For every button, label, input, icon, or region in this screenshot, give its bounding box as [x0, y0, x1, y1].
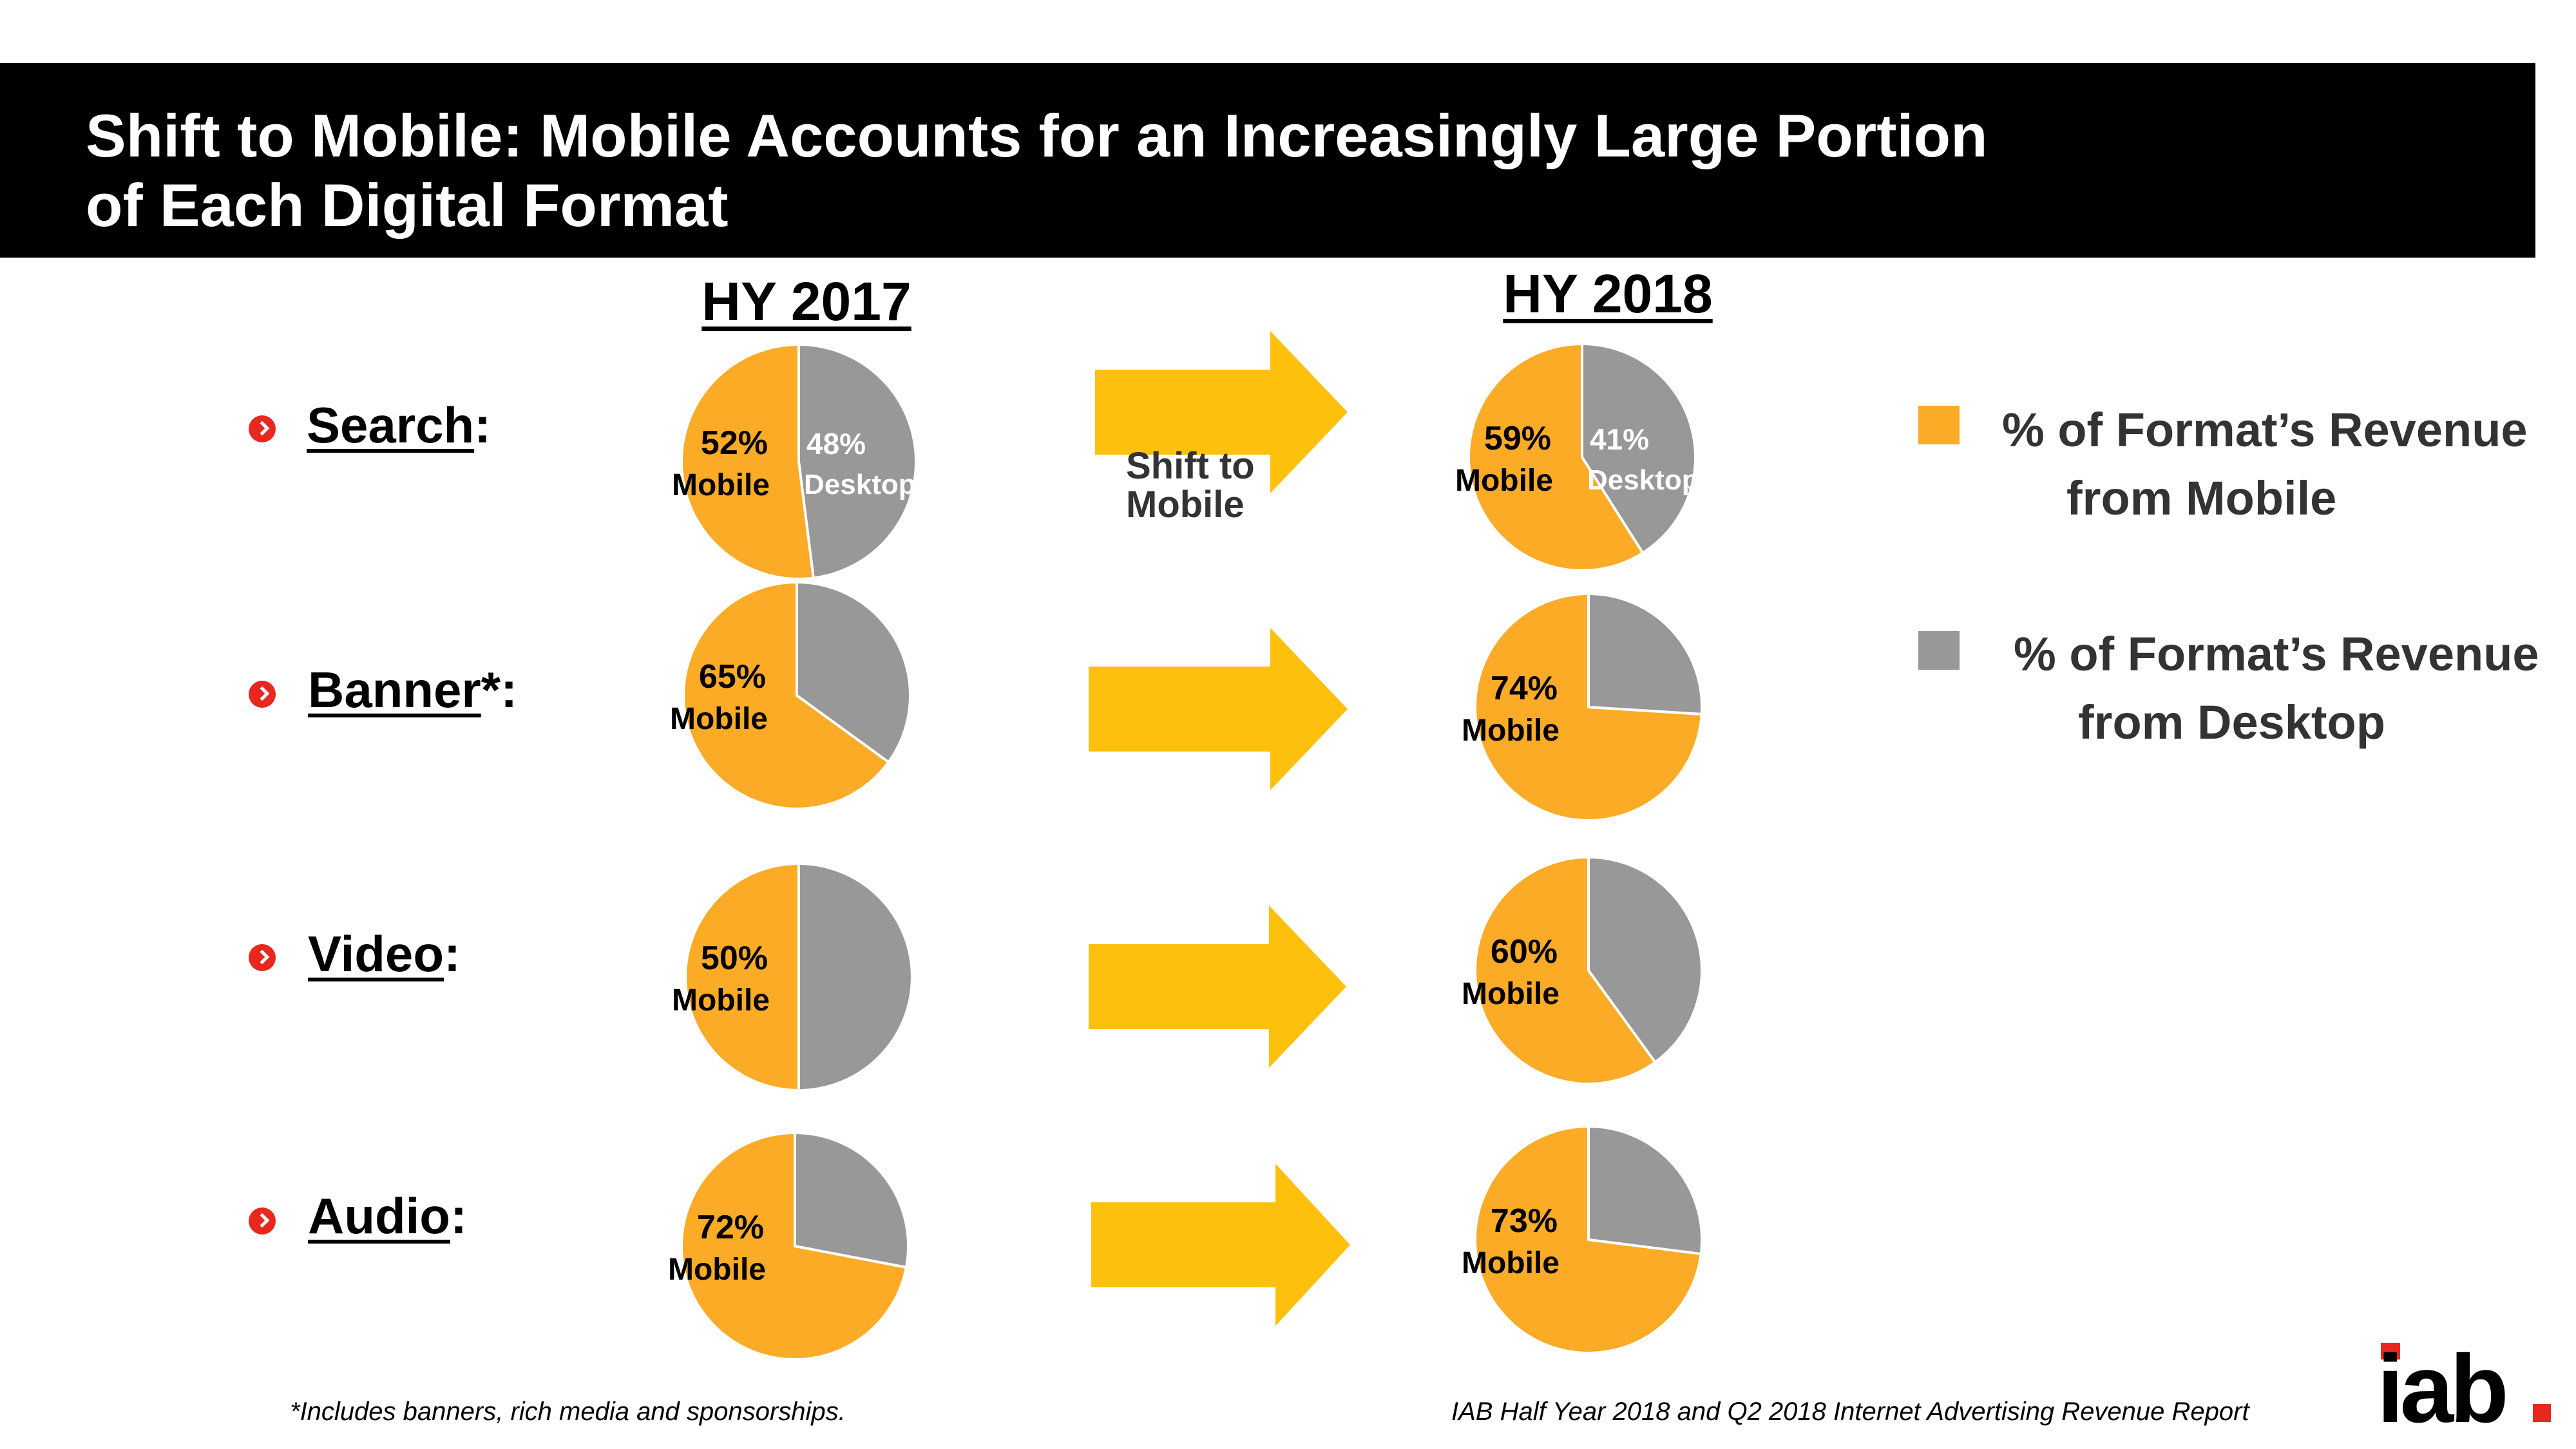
title-bar: Shift to Mobile: Mobile Accounts for an …	[0, 63, 2535, 258]
pie-slice-desktop	[1587, 592, 1703, 716]
legend-swatch-desktop	[1918, 631, 1960, 670]
pie-label-mobile-pct: 74%	[1491, 670, 1558, 707]
pie-slice-mobile	[1474, 592, 1703, 822]
pie-slice-desktop	[796, 580, 911, 764]
row-label-video: Video:	[308, 925, 461, 982]
pie-slice-mobile	[680, 343, 816, 580]
row-label-banner: Banner*:	[308, 661, 518, 718]
pie-label-mobile: Mobile	[670, 702, 768, 736]
pie-banner-hy2018: 74% Mobile	[1462, 592, 1703, 822]
legend-swatch-mobile	[1918, 406, 1960, 444]
pie-label-desktop-pct: 48%	[806, 427, 866, 460]
legend-desktop-line-1: % of Format’s Revenue	[2014, 627, 2539, 681]
bullet-icon	[249, 944, 276, 971]
pie-label-mobile: Mobile	[1455, 464, 1553, 498]
pie-slice-desktop	[1587, 855, 1703, 1065]
pie-label-desktop: Desktop	[1587, 464, 1699, 496]
arrow-label-line-1: Shift to	[1126, 445, 1255, 487]
slide-title-line-2: of Each Digital Format	[86, 171, 729, 239]
pie-slice-desktop	[797, 343, 917, 580]
row-label-search: Search:	[307, 397, 491, 453]
pie-banner-hy2017: 65% Mobile	[670, 580, 911, 810]
arrow-label-line-2: Mobile	[1126, 484, 1245, 526]
shift-arrow-search	[1095, 331, 1348, 493]
shift-arrow-video	[1089, 905, 1346, 1068]
pie-label-mobile-pct: 72%	[697, 1209, 764, 1246]
pie-slice-desktop	[1587, 1124, 1703, 1256]
pie-label-mobile: Mobile	[668, 1253, 766, 1287]
bullet-icon	[249, 1208, 276, 1235]
bullet-icon	[249, 681, 276, 708]
pie-label-mobile: Mobile	[1462, 714, 1560, 748]
legend-desktop-line-2: from Desktop	[2078, 696, 2385, 749]
pie-slice-mobile	[680, 1131, 908, 1361]
legend-mobile-line-2: from Mobile	[2066, 471, 2337, 525]
pie-label-desktop-pct: 41%	[1590, 422, 1649, 456]
pie-label-mobile: Mobile	[672, 468, 770, 502]
pie-label-mobile-pct: 60%	[1491, 933, 1558, 971]
bullet-icon	[249, 415, 276, 442]
pie-slice-mobile	[1467, 342, 1645, 572]
legend-mobile-line-1: % of Format’s Revenue	[2002, 403, 2528, 457]
pie-label-mobile: Mobile	[672, 983, 770, 1018]
pie-audio-hy2018: 73% Mobile	[1462, 1124, 1703, 1354]
column-header-hy2018: HY 2018	[1503, 263, 1713, 324]
pie-slice-mobile	[1474, 855, 1657, 1085]
column-header-hy2017: HY 2017	[701, 271, 911, 332]
pie-slice-desktop	[794, 1131, 910, 1269]
pie-search-hy2018: 59% Mobile 41% Desktop	[1455, 342, 1699, 572]
pie-label-mobile-pct: 59%	[1484, 420, 1551, 457]
pie-label-mobile-pct: 73%	[1491, 1202, 1558, 1240]
pie-label-mobile-pct: 65%	[699, 658, 766, 696]
pie-slice-mobile	[684, 862, 800, 1092]
pie-label-mobile-pct: 50%	[701, 940, 768, 977]
pie-slice-mobile	[1474, 1124, 1703, 1354]
svg-text:iab: iab	[2377, 1340, 2505, 1430]
shift-arrow-banner	[1089, 628, 1348, 790]
pie-slice-desktop	[797, 862, 913, 1092]
footnote: *Includes banners, rich media and sponso…	[290, 1397, 846, 1426]
pie-label-desktop: Desktop	[804, 469, 916, 500]
shift-arrow-audio	[1091, 1164, 1350, 1326]
pie-slice-mobile	[682, 580, 891, 810]
pie-video-hy2017: 50% Mobile	[672, 862, 913, 1092]
pie-search-hy2017: 52% Mobile 48% Desktop	[672, 343, 917, 580]
row-label-audio: Audio:	[308, 1188, 467, 1244]
pie-audio-hy2017: 72% Mobile	[668, 1131, 910, 1361]
pie-label-mobile-pct: 52%	[701, 424, 768, 462]
pie-video-hy2018: 60% Mobile	[1462, 855, 1703, 1085]
source-note: IAB Half Year 2018 and Q2 2018 Internet …	[1451, 1397, 2249, 1426]
pie-label-mobile: Mobile	[1462, 1246, 1560, 1280]
pie-label-mobile: Mobile	[1462, 977, 1560, 1011]
slide-title-line-1: Shift to Mobile: Mobile Accounts for an …	[86, 102, 1988, 169]
iab-logo: iab	[2377, 1340, 2551, 1430]
